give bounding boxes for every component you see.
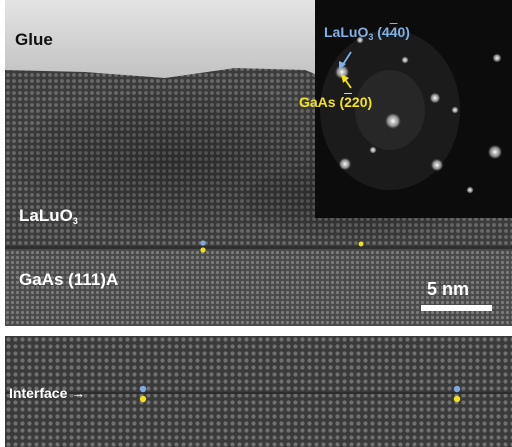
inset-label-laluo3: LaLuO3 (440) (324, 24, 410, 42)
inset-llo-idx-a: (4 (373, 24, 390, 40)
inset-gaas-b: 20) (351, 94, 373, 110)
hrtem-bottom-panel: Interface → (5, 336, 512, 447)
inset-gaas-bar: 2 (344, 94, 352, 110)
marker-yellow-3 (139, 395, 147, 403)
hrtem-top-panel: Glue LaLuO3 GaAs (111)A 5 nm LaLuO3 (440… (5, 0, 512, 326)
inset-llo-idx-bar: 4 (389, 24, 398, 40)
marker-yellow-4 (453, 395, 461, 403)
marker-blue-1 (200, 240, 206, 246)
arrow-right-icon: → (71, 385, 86, 401)
label-film-sub: 3 (72, 216, 78, 226)
label-film-main: LaLuO (19, 206, 73, 225)
marker-yellow-2 (358, 241, 364, 247)
label-interface-text: Interface (9, 385, 68, 401)
label-film: LaLuO3 (19, 206, 78, 226)
scale-bar (421, 305, 492, 311)
inset-label-gaas: GaAs (220) (299, 94, 372, 110)
inset-gaas-a: GaAs ( (299, 94, 345, 110)
marker-yellow-1 (200, 247, 206, 253)
label-substrate: GaAs (111)A (19, 270, 119, 289)
label-glue: Glue (15, 30, 53, 49)
diffraction-inset (315, 0, 512, 218)
inset-llo-idx-b: 0) (397, 24, 410, 40)
label-interface: Interface → (9, 385, 85, 401)
marker-blue-3 (453, 385, 461, 393)
inset-llo-sub: 3 (368, 32, 374, 42)
hrtem-bottom-image (5, 336, 512, 447)
inset-llo-main: LaLuO (324, 24, 369, 40)
marker-blue-2 (139, 385, 147, 393)
scale-bar-label: 5 nm (427, 279, 470, 299)
